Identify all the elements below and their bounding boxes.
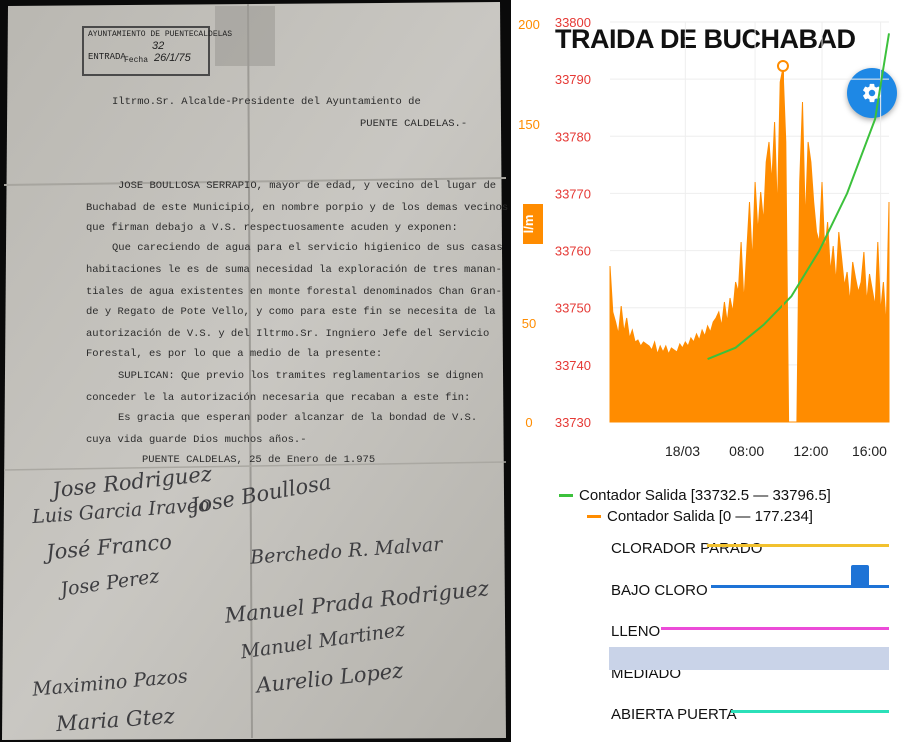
y-tick-orange: 0 (525, 415, 532, 430)
state-bar-pulse (851, 565, 869, 587)
document-paper (2, 2, 507, 740)
legend-label: Contador Salida [33732.5 — 33796.5] (579, 487, 831, 504)
letter-line: Es gracia que esperan poder alcanzar de … (118, 412, 478, 424)
green-series-line (707, 33, 890, 361)
x-tick-label: 16:00 (852, 443, 887, 459)
letter-line: de y Regato de Pote Vello, y como para e… (86, 306, 496, 318)
legend-swatch (559, 494, 573, 497)
flow-chart[interactable]: 0 50 150 200 33730 33740 33750 33760 33770 33780 3… (511, 0, 921, 470)
x-tick-label: 18/03 (665, 443, 700, 459)
state-label: BAJO CLORO (611, 582, 708, 599)
legend-entry[interactable]: Contador Salida [33732.5 — 33796.5] (559, 487, 831, 504)
unit-badge (523, 204, 543, 244)
entrada-stamp: AYUNTAMIENTO DE PUENTECALDELAS ENTRADA 3… (82, 26, 232, 76)
y-tick-red: 33800 (555, 15, 591, 30)
stamp-fecha: Fecha (124, 56, 149, 65)
legend-label: Contador Salida [0 — 177.234] (607, 508, 813, 525)
y-tick-red: 33740 (555, 358, 591, 373)
page-title: TRAIDA DE BUCHABAD (555, 24, 856, 54)
letter-line: cuya vida guarde Dios muchos años.- (86, 434, 307, 446)
address-line-2: PUENTE CALDELAS.- (360, 118, 468, 130)
marker-point (776, 60, 789, 72)
settings-button[interactable] (847, 68, 897, 118)
state-bar (711, 585, 889, 588)
state-bar (609, 647, 889, 670)
y-tick-orange: 50 (522, 316, 536, 331)
y-tick-red: 33760 (555, 244, 591, 259)
state-bar (661, 627, 889, 630)
state-label: ABIERTA PUERTA (611, 706, 737, 723)
y-tick-red: 33770 (555, 186, 591, 201)
letter-line: que firman debajo a V.S. respectuosament… (86, 222, 458, 234)
y-tick-red: 33780 (555, 129, 591, 144)
scanned-document: AYUNTAMIENTO DE PUENTECALDELAS ENTRADA 3… (2, 2, 509, 740)
y-tick-red: 33750 (555, 301, 591, 316)
orange-series-area (609, 67, 890, 423)
stamp-date: 26/1/75 (154, 52, 191, 64)
monitor-app: TRAIDA DE BUCHABAD 0 50 150 200 33730 33740 33… (511, 0, 921, 742)
state-label: CLORADOR PARADO (611, 540, 763, 557)
y-tick-orange: 150 (518, 117, 540, 132)
state-bar (707, 544, 889, 547)
state-label: LLENO (611, 623, 661, 640)
letter-line: Que careciendo de agua para el servicio … (112, 242, 503, 254)
letter-line: autorización de V.S. y del Iltrmo.Sr. In… (86, 328, 490, 340)
letter-line: habitaciones le es de suma necesidad la … (86, 264, 502, 276)
y-tick-red: 33730 (555, 415, 591, 430)
y-tick-orange: 200 (518, 17, 540, 32)
letter-line: tiales de agua existentes en monte fores… (86, 286, 502, 298)
state-bar (731, 710, 889, 713)
letter-line: PUENTE CALDELAS, 25 de Enero de 1.975 (142, 454, 376, 466)
gear-icon (863, 83, 881, 103)
letter-line: conceder le la autorización necesaria qu… (86, 392, 471, 404)
stamp-entrada: ENTRADA (88, 52, 126, 62)
x-tick-label: 12:00 (793, 443, 828, 459)
letter-line: Buchabad de este Municipio, en nombre po… (86, 202, 509, 214)
letter-line: JOSE BOULLOSA SERRAPIO, mayor de edad, y… (118, 180, 497, 192)
address-line-1: Iltrmo.Sr. Alcalde-Presidente del Ayunta… (112, 96, 421, 108)
stamp-title: AYUNTAMIENTO DE PUENTECALDELAS (88, 30, 233, 39)
y-tick-red: 33790 (555, 72, 591, 87)
stamp-number: 32 (152, 40, 165, 52)
letter-line: Forestal, es por lo que a medio de la pr… (86, 348, 383, 360)
legend-swatch (587, 515, 601, 518)
x-tick-label: 08:00 (729, 443, 764, 459)
legend-entry[interactable]: Contador Salida [0 — 177.234] (587, 508, 813, 525)
letter-line: SUPLICAN: Que previo los tramites reglam… (118, 370, 484, 382)
unit-label: l/m (521, 215, 536, 234)
